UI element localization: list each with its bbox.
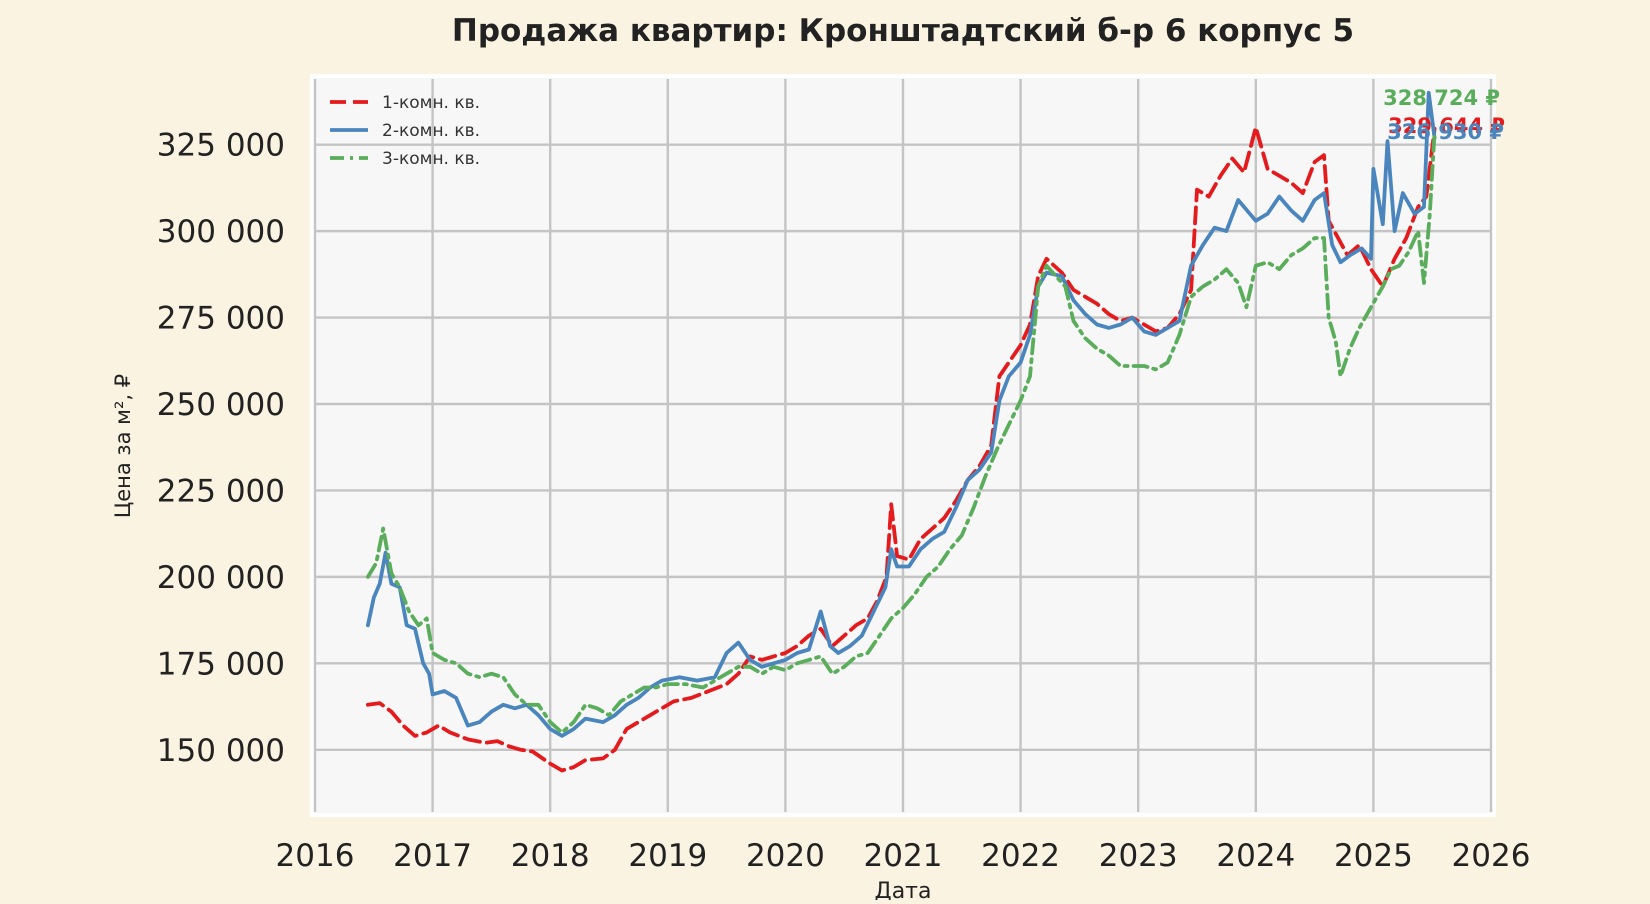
- end-value-labels: 329 644 ₽326 930 ₽ 328 724 ₽: [1383, 86, 1505, 144]
- series-line-2: [366, 90, 1437, 738]
- x-tick-label: 2017: [393, 838, 472, 874]
- x-tick-label: 2022: [981, 838, 1060, 874]
- series-lines: [366, 90, 1437, 773]
- chart-title: Продажа квартир: Кронштадтский б-р 6 кор…: [452, 13, 1354, 49]
- y-tick-label: 325 000: [157, 128, 285, 164]
- legend-label-1: 1-комн. кв.: [382, 93, 480, 113]
- end-value-label-1: 329 644 ₽: [1388, 114, 1505, 138]
- x-axis-ticks: 2016 2017 2018 2019 2020 2021 2022 2023 2024 2025…: [276, 838, 1531, 874]
- y-tick-label: 175 000: [157, 646, 285, 682]
- x-tick-label: 2026: [1452, 838, 1531, 874]
- series-line-3: [366, 129, 1437, 735]
- x-axis-label: Дата: [875, 879, 932, 900]
- y-tick-label: 200 000: [157, 560, 285, 596]
- y-axis-ticks: 150 000 175 000 200 000 225 000 250 000 275 0…: [157, 128, 285, 769]
- x-tick-label: 2024: [1216, 838, 1295, 874]
- y-tick-label: 250 000: [157, 387, 285, 423]
- legend: 1-комн. кв. 2-комн. кв. 3-комн. кв.: [330, 93, 480, 169]
- y-tick-label: 275 000: [157, 301, 285, 337]
- x-tick-label: 2016: [276, 838, 355, 874]
- end-value-label-2: 326 930 ₽: [1387, 120, 1504, 144]
- legend-label-2: 2-комн. кв.: [382, 121, 480, 141]
- y-tick-label: 300 000: [157, 214, 285, 250]
- y-tick-label: 150 000: [157, 733, 285, 769]
- y-tick-label: 225 000: [157, 473, 285, 509]
- x-tick-label: 2021: [864, 838, 943, 874]
- legend-label-3: 3-комн. кв.: [382, 149, 480, 169]
- x-tick-label: 2025: [1334, 838, 1413, 874]
- end-value-label-3: 328 724 ₽: [1383, 86, 1500, 110]
- x-tick-label: 2018: [511, 838, 590, 874]
- series-line-1: [366, 125, 1437, 773]
- x-tick-label: 2019: [628, 838, 707, 874]
- y-axis-label: Цена за м², ₽: [111, 374, 135, 518]
- x-tick-label: 2020: [746, 838, 825, 874]
- x-tick-label: 2023: [1099, 838, 1178, 874]
